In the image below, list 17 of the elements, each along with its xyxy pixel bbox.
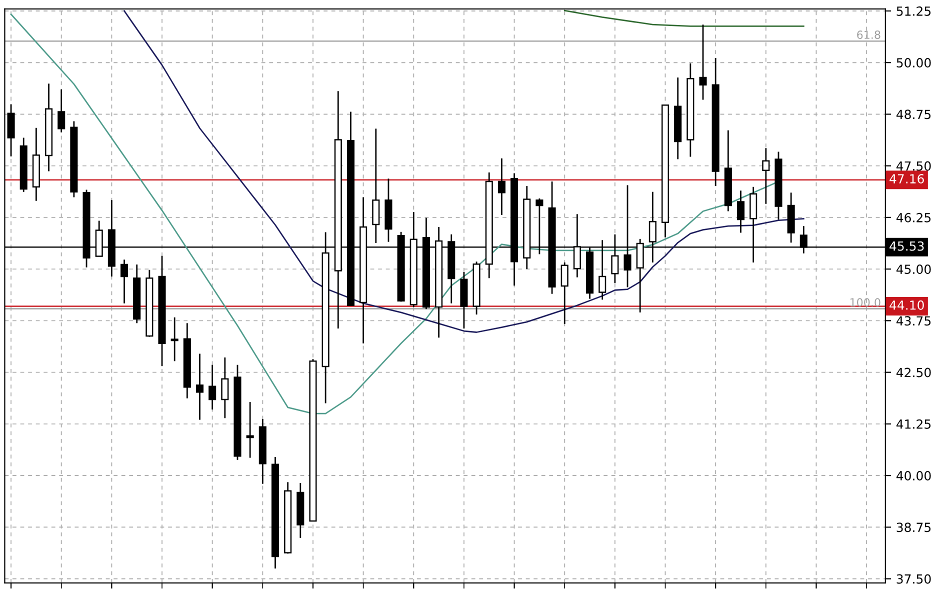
y-tick-label: 41.25 <box>896 419 931 429</box>
y-tick-label: 48.75 <box>896 110 931 120</box>
y-tick-label: 51.25 <box>896 6 931 16</box>
y-tick-label: 43.75 <box>896 316 931 326</box>
y-tick-label: 40.00 <box>896 471 931 480</box>
y-tick-label: 46.25 <box>896 212 931 222</box>
y-tick-label: 45.00 <box>896 264 931 274</box>
annotation: 100.0 <box>850 298 880 307</box>
annotation: 61.8 <box>857 30 880 39</box>
y-tick-label: 38.75 <box>896 522 931 532</box>
ref-line-label: 44.10 <box>890 300 924 310</box>
ref-line-label: 45.53 <box>890 241 924 251</box>
y-tick-label: 37.50 <box>896 574 931 584</box>
ref-line-label: 47.16 <box>890 174 924 184</box>
y-tick-label: 42.50 <box>896 368 931 378</box>
y-tick-label: 50.00 <box>896 58 931 68</box>
y-tick-label: 47.50 <box>896 161 931 171</box>
